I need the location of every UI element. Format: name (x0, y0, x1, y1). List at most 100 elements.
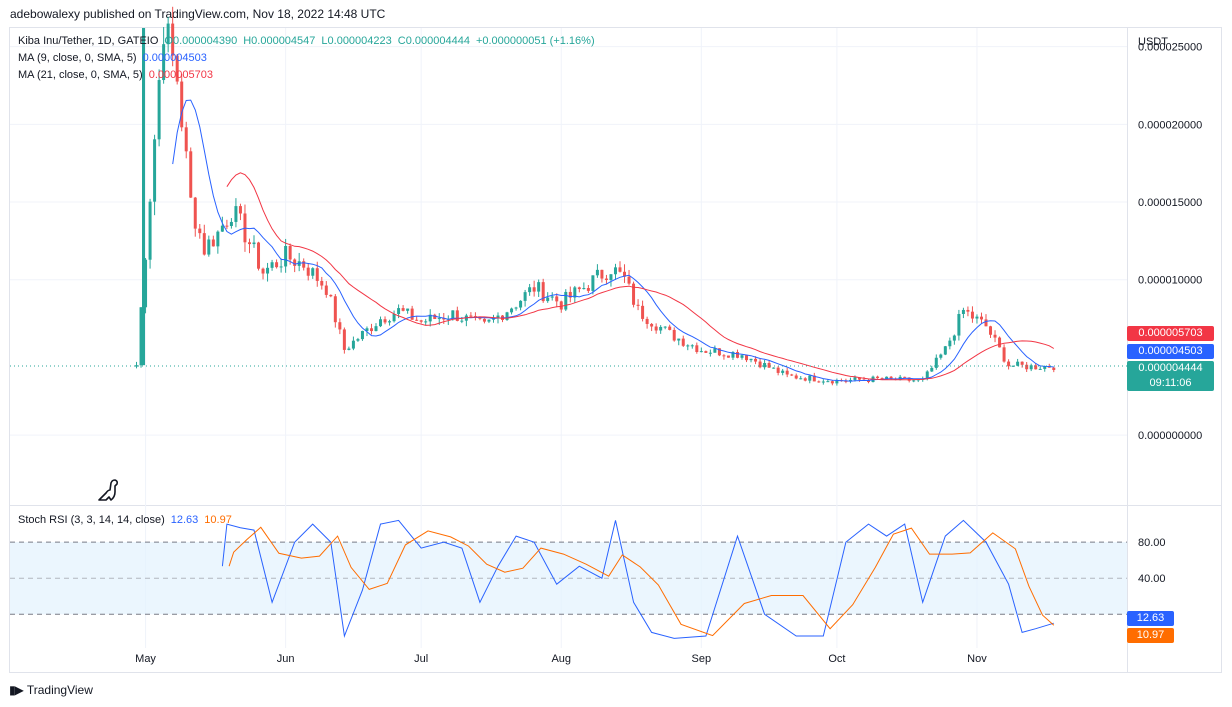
candle (830, 380, 834, 386)
candle-body (510, 308, 514, 313)
candle (604, 274, 608, 285)
candle-body (604, 278, 608, 281)
candle-body (690, 345, 694, 347)
axis-text: 0.000025000 0.000020000 0.000015000 0.00001… (135, 36, 1202, 665)
candle (758, 358, 762, 369)
candle (930, 365, 934, 372)
candle-body (369, 328, 373, 332)
candle (419, 319, 423, 324)
candle (704, 350, 708, 353)
candle (939, 353, 943, 360)
candle (645, 316, 649, 329)
candle (577, 286, 581, 293)
candle-body (925, 371, 929, 379)
candle-body (907, 377, 911, 381)
candle (943, 345, 947, 356)
candle-body (573, 287, 577, 298)
candle-body (351, 340, 355, 349)
candle (369, 323, 373, 335)
legend-rsi-d: 10.97 (204, 514, 232, 526)
candle-body (591, 275, 595, 291)
candle-body (184, 127, 188, 152)
candle (961, 307, 965, 319)
candle-body (437, 318, 441, 320)
price-tick-label: 0.000000000 (1138, 430, 1202, 442)
time-tick-label: Jul (414, 653, 428, 665)
candle (320, 276, 324, 290)
candle (252, 235, 256, 248)
candle (876, 375, 880, 379)
candle (1025, 362, 1029, 373)
candle-body (699, 351, 703, 353)
candle (514, 306, 518, 311)
candle (781, 368, 785, 376)
candle (767, 360, 771, 368)
candle-body (415, 319, 419, 321)
candle-body (650, 323, 654, 327)
candle (166, 16, 170, 53)
candle-body (848, 379, 852, 382)
candle-body (320, 280, 324, 286)
ma21-price-label: 0.000005703 (1127, 326, 1214, 341)
candle-body (844, 380, 848, 382)
candle (1020, 361, 1024, 368)
candle (848, 377, 852, 384)
candle (229, 218, 233, 229)
candle-body (745, 355, 749, 361)
candle (184, 121, 188, 159)
candle-body (473, 316, 477, 318)
candle-body (225, 225, 229, 227)
legend-low: L0.000004223 (321, 35, 392, 47)
candle-body (939, 354, 943, 358)
candle-body (989, 326, 993, 335)
candle (379, 316, 383, 328)
candle-body (135, 365, 139, 367)
candle (903, 376, 907, 378)
last-price-value: 0.000004444 (1138, 362, 1203, 374)
candle-body (162, 44, 166, 81)
candle-body (767, 363, 771, 368)
candle (505, 311, 509, 321)
candle-body (306, 267, 310, 276)
candle (519, 300, 523, 311)
candle (794, 373, 798, 380)
candle-body (817, 381, 821, 383)
candle (690, 344, 694, 349)
candle (966, 306, 970, 317)
candle-body (419, 320, 423, 322)
candle-body (180, 81, 184, 128)
candle-body (148, 201, 152, 260)
candle-body (166, 23, 170, 45)
candle (135, 361, 139, 369)
candle-body (252, 242, 256, 245)
candle-body (392, 314, 396, 322)
tradingview-logo[interactable]: ▮▶ TradingView (9, 683, 93, 697)
dinosaur-icon (98, 479, 119, 501)
candle-body (284, 245, 288, 267)
candle-body (487, 319, 491, 322)
candle (993, 330, 997, 343)
stoch-rsi-lines (221, 519, 1055, 639)
candle (812, 372, 816, 382)
candle (388, 319, 392, 326)
candle-body (726, 355, 730, 358)
candle (415, 316, 419, 321)
candle-body (482, 318, 486, 322)
candle-body (189, 151, 193, 198)
candle-body (234, 206, 238, 222)
candle (618, 261, 622, 273)
candle (238, 203, 242, 221)
candle (473, 312, 477, 321)
candle-body (139, 307, 143, 366)
candle (1029, 363, 1033, 372)
candle (406, 308, 410, 314)
candle (333, 294, 337, 328)
rsi-tick-label: 40.00 (1138, 573, 1166, 585)
candle (970, 306, 974, 323)
candle-body (546, 297, 550, 302)
candle-body (324, 285, 328, 295)
candle-body (532, 287, 536, 292)
candle (225, 219, 229, 230)
candle (234, 198, 238, 228)
